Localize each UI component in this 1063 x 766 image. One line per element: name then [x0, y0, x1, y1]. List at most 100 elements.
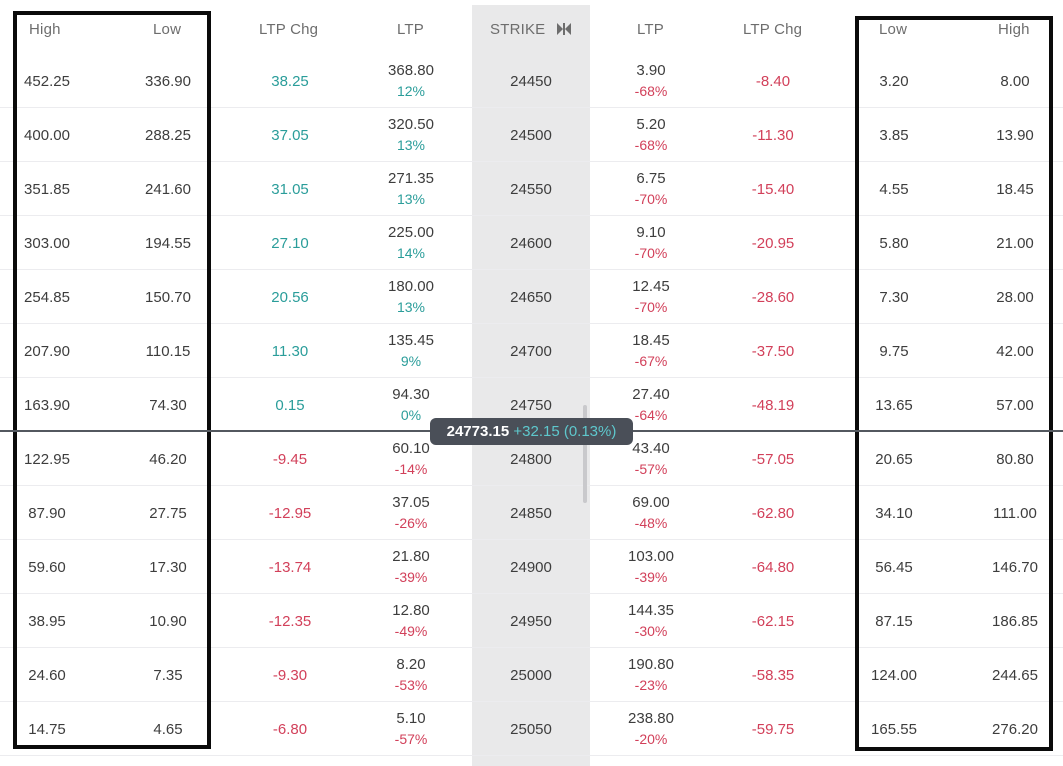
table-row[interactable]: 122.95 46.20 -9.45 60.10 -14% 24800 43.40 -57% -… — [0, 432, 1063, 486]
call-ltp-cell[interactable]: 368.80 — [388, 62, 434, 79]
put-ltp-cell[interactable]: 18.45 — [632, 332, 670, 349]
strike-cell[interactable]: 24900 — [510, 559, 552, 576]
put-ltp-cell[interactable]: 12.45 — [632, 278, 670, 295]
put-low-cell: 5.80 — [879, 235, 909, 252]
put-high-cell: 57.00 — [996, 397, 1034, 414]
strike-cell[interactable]: 24750 — [510, 397, 552, 414]
call-ltp-cell[interactable]: 180.00 — [388, 278, 434, 295]
put-ltp-pct: -68% — [634, 83, 668, 99]
column-toggle-icon[interactable] — [556, 22, 572, 41]
put-ltp-cell[interactable]: 3.90 — [636, 62, 666, 79]
put-ltp-cell[interactable]: 190.80 — [628, 656, 674, 673]
strike-cell[interactable]: 25050 — [510, 721, 552, 738]
scrollbar-thumb[interactable] — [583, 405, 587, 503]
call-high-cell: 122.95 — [24, 451, 70, 468]
put-ltp-cell[interactable]: 27.40 — [632, 386, 670, 403]
strike-cell[interactable]: 25000 — [510, 667, 552, 684]
table-row[interactable]: 14.75 4.65 -6.80 5.10 -57% 25050 238.80 -20% -59… — [0, 702, 1063, 756]
put-low-cell: 56.45 — [875, 559, 913, 576]
call-ltp-chg-cell: -9.45 — [272, 451, 308, 468]
call-ltp-chg-cell: 37.05 — [271, 127, 309, 144]
header-call-ltp-chg[interactable]: LTP Chg — [259, 21, 319, 38]
put-ltp-chg-cell: -20.95 — [751, 235, 795, 252]
put-high-cell: 21.00 — [996, 235, 1034, 252]
put-low-cell: 34.10 — [875, 505, 913, 522]
put-ltp-cell[interactable]: 9.10 — [636, 224, 666, 241]
call-ltp-pct: 14% — [396, 245, 426, 261]
table-row[interactable]: 254.85 150.70 20.56 180.00 13% 24650 12.45 -70%… — [0, 270, 1063, 324]
call-ltp-cell[interactable]: 21.80 — [392, 548, 430, 565]
put-ltp-cell[interactable]: 144.35 — [628, 602, 674, 619]
call-ltp-pct: -57% — [394, 731, 428, 747]
strike-cell[interactable]: 24700 — [510, 343, 552, 360]
call-ltp-pct: 13% — [396, 191, 426, 207]
put-ltp-cell[interactable]: 238.80 — [628, 710, 674, 727]
call-ltp-cell[interactable]: 135.45 — [388, 332, 434, 349]
put-low-cell: 124.00 — [871, 667, 917, 684]
table-row[interactable]: 351.85 241.60 31.05 271.35 13% 24550 6.75 -70% -… — [0, 162, 1063, 216]
put-low-cell: 165.55 — [871, 721, 917, 738]
strike-cell[interactable]: 24800 — [510, 451, 552, 468]
put-ltp-pct: -39% — [634, 569, 668, 585]
strike-cell[interactable]: 24500 — [510, 127, 552, 144]
header-put-ltp[interactable]: LTP — [637, 21, 664, 38]
call-low-cell: 336.90 — [145, 73, 191, 90]
put-ltp-pct: -70% — [634, 299, 668, 315]
table-row[interactable]: 38.95 10.90 -12.35 12.80 -49% 24950 144.35 -30%… — [0, 594, 1063, 648]
put-ltp-chg-cell: -11.30 — [752, 127, 794, 144]
table-row[interactable]: 207.90 110.15 11.30 135.45 9% 24700 18.45 -67% -… — [0, 324, 1063, 378]
put-ltp-cell[interactable]: 103.00 — [628, 548, 674, 565]
header-put-low[interactable]: Low — [879, 21, 908, 38]
table-row[interactable]: 24.60 7.35 -9.30 8.20 -53% 25000 190.80 -23% -58… — [0, 648, 1063, 702]
call-ltp-cell[interactable]: 271.35 — [388, 170, 434, 187]
strike-cell[interactable]: 24450 — [510, 73, 552, 90]
call-ltp-cell[interactable]: 5.10 — [396, 710, 426, 727]
put-low-cell: 13.65 — [875, 397, 913, 414]
header-call-high[interactable]: High — [29, 21, 61, 38]
put-ltp-cell[interactable]: 5.20 — [636, 116, 666, 133]
header-put-high[interactable]: High — [998, 21, 1030, 38]
call-ltp-cell[interactable]: 320.50 — [388, 116, 434, 133]
call-ltp-cell[interactable]: 8.20 — [396, 656, 426, 673]
header-strike[interactable]: STRIKE — [490, 21, 546, 38]
strike-cell[interactable]: 24950 — [510, 613, 552, 630]
call-ltp-pct: -39% — [394, 569, 428, 585]
header-put-ltp-chg[interactable]: LTP Chg — [743, 21, 803, 38]
table-row[interactable]: 59.60 17.30 -13.74 21.80 -39% 24900 103.00 -39%… — [0, 540, 1063, 594]
call-high-cell: 87.90 — [28, 505, 66, 522]
spot-price: 24773.15 — [446, 423, 510, 440]
put-ltp-pct: -67% — [634, 353, 668, 369]
strike-cell[interactable]: 24650 — [510, 289, 552, 306]
put-ltp-chg-cell: -64.80 — [751, 559, 795, 576]
put-ltp-cell[interactable]: 69.00 — [632, 494, 670, 511]
put-high-cell: 80.80 — [996, 451, 1034, 468]
call-low-cell: 27.75 — [149, 505, 187, 522]
strike-cell[interactable]: 24600 — [510, 235, 552, 252]
put-high-cell: 13.90 — [996, 127, 1034, 144]
call-ltp-cell[interactable]: 12.80 — [392, 602, 430, 619]
table-row[interactable]: 400.00 288.25 37.05 320.50 13% 24500 5.20 -68% -… — [0, 108, 1063, 162]
table-row[interactable]: 303.00 194.55 27.10 225.00 14% 24600 9.10 -70% -… — [0, 216, 1063, 270]
table-row[interactable]: 87.90 27.75 -12.95 37.05 -26% 24850 69.00 -48% -… — [0, 486, 1063, 540]
call-ltp-chg-cell: 31.05 — [271, 181, 309, 198]
put-high-cell: 18.45 — [996, 181, 1034, 198]
call-ltp-pct: 13% — [396, 137, 426, 153]
strike-cell[interactable]: 24550 — [510, 181, 552, 198]
call-ltp-pct: -49% — [394, 623, 428, 639]
call-ltp-cell[interactable]: 37.05 — [392, 494, 430, 511]
call-low-cell: 150.70 — [145, 289, 191, 306]
put-ltp-cell[interactable]: 6.75 — [636, 170, 666, 187]
table-row[interactable]: 452.25 336.90 38.25 368.80 12% 24450 3.90 -68% -… — [0, 54, 1063, 108]
put-ltp-chg-cell: -59.75 — [751, 721, 795, 738]
header-call-ltp[interactable]: LTP — [397, 21, 424, 38]
header-call-low[interactable]: Low — [153, 21, 182, 38]
call-ltp-cell[interactable]: 225.00 — [388, 224, 434, 241]
call-ltp-chg-cell: -12.95 — [268, 505, 312, 522]
put-ltp-cell[interactable]: 43.40 — [632, 440, 670, 457]
strike-cell[interactable]: 24850 — [510, 505, 552, 522]
put-ltp-chg-cell: -28.60 — [751, 289, 795, 306]
put-ltp-chg-cell: -58.35 — [751, 667, 795, 684]
call-high-cell: 59.60 — [28, 559, 66, 576]
call-ltp-cell[interactable]: 94.30 — [392, 386, 430, 403]
call-ltp-cell[interactable]: 60.10 — [392, 440, 430, 457]
